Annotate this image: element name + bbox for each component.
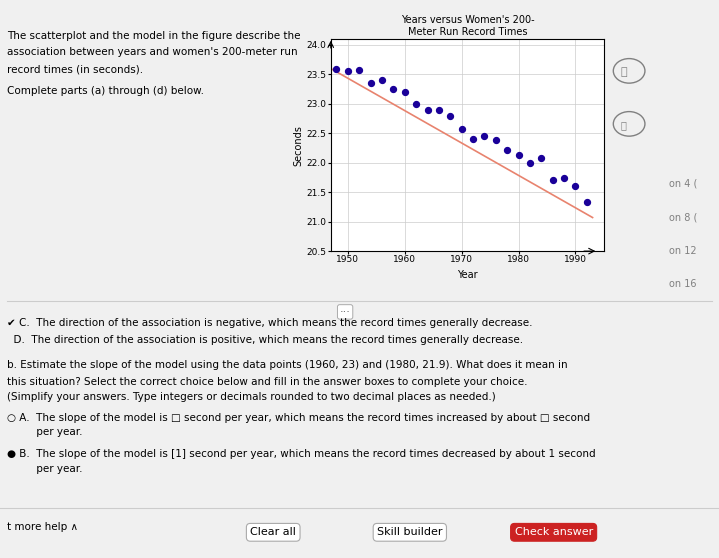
Point bbox=[467, 134, 479, 143]
Point bbox=[559, 174, 570, 182]
Text: Check answer: Check answer bbox=[515, 527, 592, 537]
Text: this situation? Select the correct choice below and fill in the answer boxes to : this situation? Select the correct choic… bbox=[7, 377, 528, 387]
Point bbox=[433, 106, 444, 115]
Point bbox=[422, 105, 434, 114]
X-axis label: Year: Year bbox=[457, 270, 477, 280]
Text: The scatterplot and the model in the figure describe the: The scatterplot and the model in the fig… bbox=[7, 31, 301, 41]
Point bbox=[479, 132, 490, 141]
Text: Clear all: Clear all bbox=[250, 527, 296, 537]
Text: ○ A.  The slope of the model is □ second per year, which means the record times : ○ A. The slope of the model is □ second … bbox=[7, 413, 590, 423]
Point bbox=[536, 153, 547, 162]
Title: Years versus Women's 200-
Meter Run Record Times: Years versus Women's 200- Meter Run Reco… bbox=[400, 15, 534, 37]
Text: (Simplify your answers. Type integers or decimals rounded to two decimal places : (Simplify your answers. Type integers or… bbox=[7, 392, 496, 402]
Point bbox=[444, 111, 456, 120]
Text: association between years and women's 200-meter run: association between years and women's 20… bbox=[7, 47, 298, 57]
Text: Skill builder: Skill builder bbox=[377, 527, 443, 537]
Point bbox=[365, 79, 376, 88]
Text: b. Estimate the slope of the model using the data points (1960, 23) and (1980, 2: b. Estimate the slope of the model using… bbox=[7, 360, 568, 370]
Text: per year.: per year. bbox=[7, 464, 83, 474]
Text: on 16: on 16 bbox=[669, 279, 696, 289]
Text: t more help ∧: t more help ∧ bbox=[7, 522, 78, 532]
Y-axis label: Seconds: Seconds bbox=[294, 124, 304, 166]
Point bbox=[581, 197, 592, 206]
Point bbox=[456, 124, 467, 133]
Point bbox=[524, 158, 536, 167]
Text: ✔ C.  The direction of the association is negative, which means the record times: ✔ C. The direction of the association is… bbox=[7, 318, 533, 328]
Point bbox=[490, 136, 502, 145]
Text: record times (in seconds).: record times (in seconds). bbox=[7, 64, 143, 74]
Point bbox=[342, 67, 354, 76]
Text: ⌕: ⌕ bbox=[620, 68, 627, 78]
Point bbox=[501, 146, 513, 155]
Text: on 4 (: on 4 ( bbox=[669, 179, 697, 189]
Point bbox=[354, 65, 365, 74]
Text: on 12: on 12 bbox=[669, 246, 696, 256]
Point bbox=[569, 182, 581, 191]
Point bbox=[547, 175, 559, 184]
Text: ● B.  The slope of the model is [1] second per year, which means the record time: ● B. The slope of the model is [1] secon… bbox=[7, 449, 596, 459]
Text: Complete parts (a) through (d) below.: Complete parts (a) through (d) below. bbox=[7, 86, 204, 97]
Point bbox=[388, 85, 399, 94]
Text: ···: ··· bbox=[339, 307, 351, 317]
Point bbox=[399, 88, 411, 97]
Text: D.  The direction of the association is positive, which means the record times g: D. The direction of the association is p… bbox=[7, 335, 523, 345]
Point bbox=[513, 151, 524, 160]
Point bbox=[411, 99, 422, 108]
Text: ⤢: ⤢ bbox=[620, 121, 626, 131]
Text: on 8 (: on 8 ( bbox=[669, 212, 697, 222]
Text: per year.: per year. bbox=[7, 427, 83, 437]
Point bbox=[331, 64, 342, 73]
Point bbox=[376, 76, 388, 85]
